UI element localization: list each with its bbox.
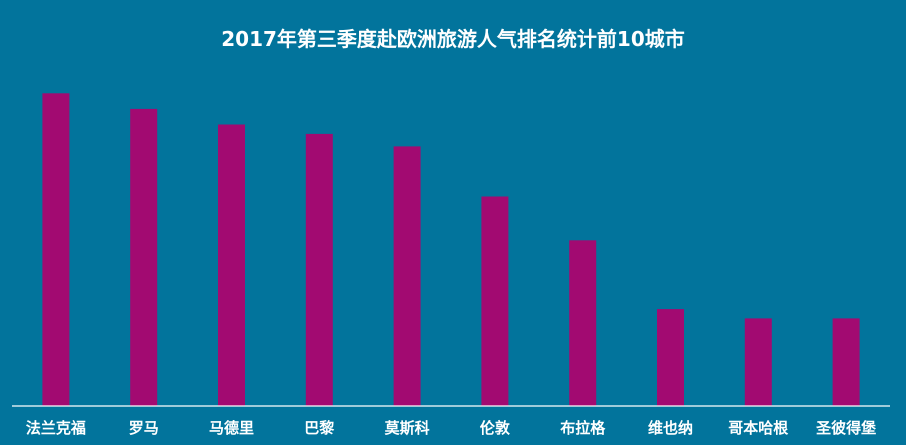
x-tick-label: 圣彼得堡 <box>815 419 876 437</box>
x-tick-label: 莫斯科 <box>385 419 430 437</box>
bar-1 <box>42 93 70 407</box>
x-tick-label: 罗马 <box>129 419 159 437</box>
bar-2 <box>130 108 158 407</box>
x-tick-label: 哥本哈根 <box>728 419 788 437</box>
x-tick-label: 法兰克福 <box>26 419 86 437</box>
bars-group <box>42 93 860 407</box>
bar-5 <box>393 146 421 406</box>
x-tick-label: 伦敦 <box>480 419 511 437</box>
tick-labels-group: 法兰克福 罗马 马德里 巴黎 莫斯科 伦敦 布拉格 维也纳 哥本哈根 圣彼得堡 <box>26 419 876 437</box>
x-tick-label: 马德里 <box>209 419 254 437</box>
bar-6 <box>481 196 509 406</box>
x-tick-label: 布拉格 <box>560 419 606 437</box>
x-tick-label: 巴黎 <box>304 419 334 437</box>
bar-3 <box>218 124 245 406</box>
bar-8 <box>657 309 684 406</box>
bar-10 <box>832 318 860 406</box>
bar-4 <box>305 133 333 406</box>
chart-title: 2017年第三季度赴欧洲旅游人气排名统计前10城市 <box>221 27 685 51</box>
bar-7 <box>569 240 597 406</box>
bar-9 <box>744 318 772 406</box>
x-tick-label: 维也纳 <box>648 419 693 437</box>
